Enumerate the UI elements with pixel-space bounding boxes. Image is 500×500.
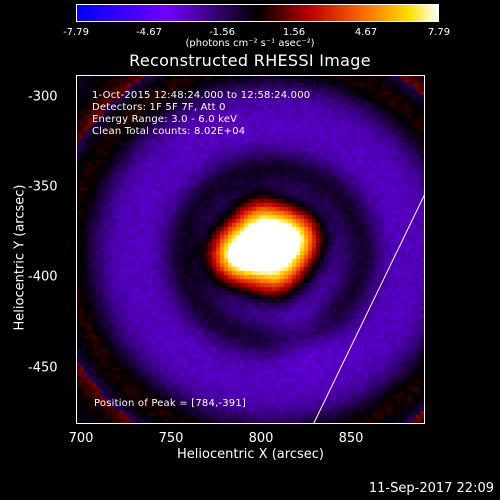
colorbar-tick-label: 7.79 [427, 27, 451, 38]
solar-limb-line [313, 193, 425, 424]
footer-timestamp: 11-Sep-2017 22:09 [368, 481, 494, 496]
x-tick-label: 800 [248, 431, 274, 446]
x-tick-label: 700 [68, 431, 94, 446]
x-tick-label: 750 [158, 431, 184, 446]
x-axis-label: Heliocentric X (arcsec) [177, 447, 324, 462]
chart-title: Reconstructed RHESSI Image [129, 51, 371, 70]
annotation-peak-position: Position of Peak = [784,-391] [94, 398, 246, 409]
annotation-energy-range: Energy Range: 3.0 - 6.0 keV [92, 114, 238, 125]
colorbar [76, 4, 439, 22]
colorbar-tick-label: 1.56 [282, 27, 306, 38]
y-axis-label: Heliocentric Y (arcsec) [12, 184, 28, 331]
y-tick-label: -300 [28, 89, 58, 105]
x-tick-label: 850 [338, 431, 364, 446]
heatmap-image [76, 75, 425, 424]
colorbar-unit-label: (photons cm⁻² s⁻¹ asec⁻²) [185, 38, 315, 49]
annotation-time-range: 1-Oct-2015 12:48:24.000 to 12:58:24.000 [92, 90, 311, 101]
annotation-clean-counts: Clean Total counts: 8.02E+04 [92, 126, 246, 137]
colorbar-tick-label: -1.56 [209, 27, 235, 38]
y-tick-label: -350 [28, 179, 58, 195]
annotation-detectors: Detectors: 1F 5F 7F, Att 0 [92, 102, 226, 113]
colorbar-tick-label: -4.67 [136, 27, 162, 38]
y-tick-label: -400 [28, 269, 58, 285]
colorbar-tick-label: 4.67 [354, 27, 378, 38]
colorbar-tick-label: -7.79 [63, 27, 89, 38]
y-tick-label: -450 [28, 360, 58, 376]
